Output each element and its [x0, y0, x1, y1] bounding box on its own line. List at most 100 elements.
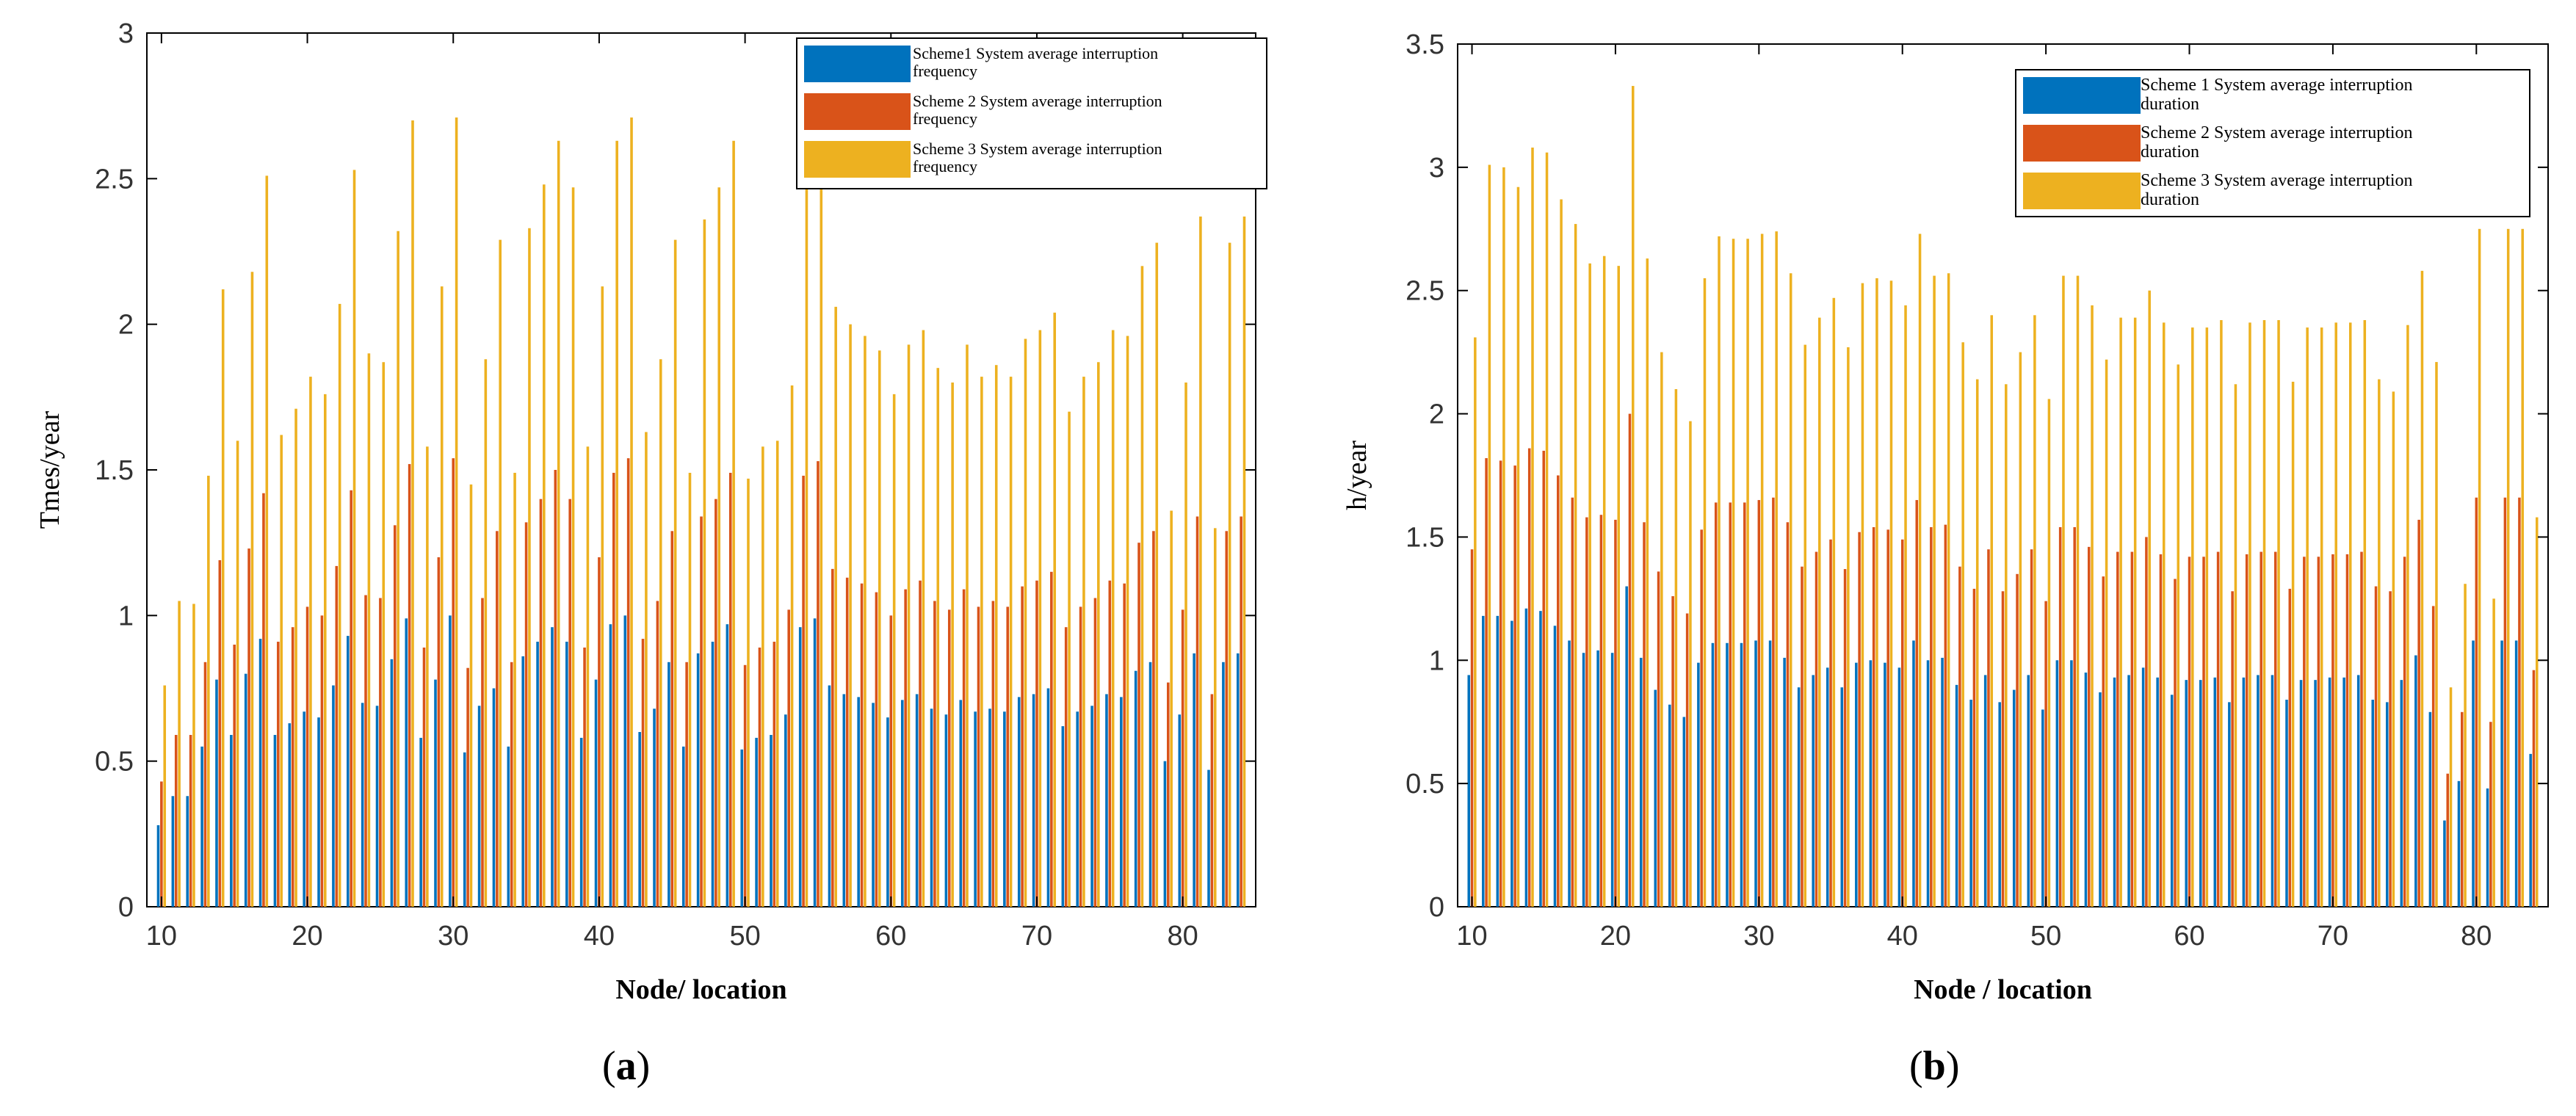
x-tick-label: 60 [2174, 921, 2204, 952]
y-tick-label: 0 [1429, 892, 1444, 923]
bar [2386, 702, 2389, 907]
bar [2414, 655, 2417, 907]
bar [980, 377, 983, 907]
bar [974, 711, 977, 907]
bar [2105, 359, 2108, 907]
bar [250, 272, 254, 907]
bar [889, 615, 893, 907]
bar [2005, 384, 2008, 907]
bar [1009, 377, 1013, 907]
x-tick-label: 80 [2461, 921, 2492, 952]
legend-entry: Scheme 2 System average interruption dura… [2141, 123, 2413, 162]
bar [845, 577, 849, 907]
bar [568, 499, 571, 907]
bar [886, 717, 889, 907]
legend-swatch [2023, 173, 2141, 209]
bar [2449, 687, 2453, 907]
bar [1829, 539, 1832, 907]
bar [1155, 242, 1159, 907]
bar [784, 714, 787, 907]
bar [2521, 228, 2524, 907]
bar [2162, 322, 2166, 907]
bar [1915, 500, 1919, 907]
bar [1941, 657, 1944, 907]
bar [244, 673, 247, 907]
x-tick-label: 40 [1887, 921, 1918, 952]
bar [1610, 653, 1614, 907]
series-3 [163, 117, 1246, 907]
legend-entry: Scheme1 System average interruption frequ… [913, 44, 1158, 80]
legend: Scheme1 System average interruption frequ… [796, 37, 1267, 189]
x-tick-label: 70 [1021, 921, 1052, 952]
bar [481, 598, 484, 907]
bar [1972, 588, 1976, 907]
bar [1617, 266, 1620, 907]
bar [864, 336, 866, 907]
bar [2345, 554, 2349, 907]
bar [1199, 216, 1202, 907]
series-2 [1470, 413, 2536, 907]
bar [492, 688, 496, 907]
legend-swatch [2023, 125, 2141, 162]
bar [1803, 344, 1807, 907]
bar [1137, 543, 1140, 907]
bar [2044, 601, 2047, 907]
bar [1499, 460, 1502, 907]
bar [565, 642, 568, 907]
bar [714, 499, 717, 907]
bar [831, 568, 834, 907]
bar [2242, 677, 2246, 907]
bar [930, 709, 933, 907]
bar [2348, 322, 2352, 907]
series-1 [156, 615, 1240, 907]
bar [1021, 586, 1024, 907]
bar [510, 662, 513, 907]
bar [1242, 216, 1246, 907]
bar [338, 303, 341, 907]
bar [1958, 566, 1961, 907]
x-tick-label: 50 [2030, 921, 2061, 952]
bar [988, 709, 991, 907]
bar [1775, 231, 1778, 907]
bar [422, 647, 426, 907]
x-tick-label: 60 [875, 921, 906, 952]
bar [878, 350, 881, 907]
bar [732, 140, 735, 907]
bar [857, 697, 860, 907]
bar [455, 117, 458, 907]
y-tick-label: 3 [118, 18, 134, 49]
bar [770, 734, 773, 907]
bar [1038, 330, 1042, 907]
bar [2202, 557, 2205, 907]
bar [513, 472, 516, 907]
y-tick-label: 1.5 [1405, 522, 1444, 553]
bar [1006, 606, 1010, 907]
y-tick-label: 0.5 [95, 747, 134, 778]
bar [1032, 694, 1035, 907]
bar [215, 679, 218, 907]
bar [437, 557, 441, 907]
bar [1797, 687, 1801, 907]
bar [583, 647, 586, 907]
bar [463, 752, 466, 907]
bar [1628, 413, 1632, 907]
bar [787, 609, 790, 907]
bar [1560, 199, 1563, 907]
bar [1170, 510, 1173, 907]
bar [1588, 263, 1591, 907]
x-tick-label: 10 [1456, 921, 1487, 952]
bar [2047, 399, 2051, 907]
bar [1064, 627, 1068, 907]
bar [1222, 662, 1225, 907]
bar [258, 639, 262, 907]
bar [717, 187, 721, 907]
bar [426, 446, 429, 907]
bar [1467, 675, 1470, 907]
bar [2019, 352, 2022, 907]
y-tick-label: 1 [1429, 645, 1444, 676]
bar [1510, 620, 1513, 907]
legend-entry: Scheme 1 System average interruption dura… [2141, 76, 2413, 114]
bar [484, 359, 488, 907]
bar [1017, 697, 1021, 907]
bar [277, 642, 280, 907]
